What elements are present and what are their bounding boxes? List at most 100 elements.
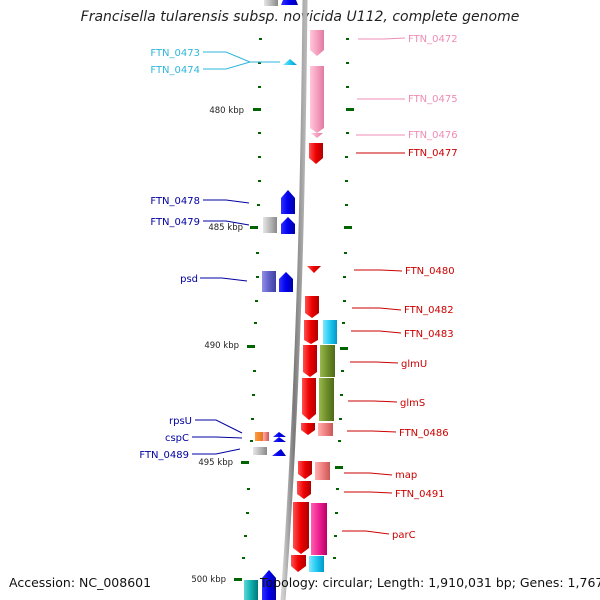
tick [247,345,255,348]
tick [242,557,245,559]
tick [335,512,338,514]
label-ftn-0476: FTN_0476 [408,130,458,141]
gene-feature [263,432,269,441]
leader-ftn-0483 [351,330,402,334]
tick [345,204,348,206]
leader-glms [348,400,398,403]
gene-feature [311,503,327,555]
gene-ftn-0491 [297,481,311,499]
leader-ftn-0491 [344,491,393,494]
gene-cspc [273,432,286,437]
tick [247,488,250,490]
tick [344,252,347,254]
gene-glmu [303,345,317,377]
map-title: Francisella tularensis subsp. novicida U… [80,9,520,25]
leader-cspc [192,436,243,439]
gene-psd [262,271,276,292]
tick [251,418,254,420]
leader-ftn-0473 [203,51,251,63]
tick [252,394,255,396]
label-ftn-0472: FTN_0472 [408,34,458,45]
label-ftn-0477: FTN_0477 [408,148,458,159]
ruler-labels: 480 kbp 485 kbp 490 kbp 495 kbp 500 kbp [191,106,244,585]
leader-parc [342,530,390,535]
tick [346,108,354,111]
leader-map [344,472,393,476]
tick [253,108,261,111]
label-ftn-0483: FTN_0483 [404,329,454,340]
label-psd: psd [180,274,198,285]
gene-ftn-0477 [309,143,323,164]
gene-feature [272,449,286,456]
tick [259,38,262,40]
tick [334,535,337,537]
label-ftn-0482: FTN_0482 [404,305,454,316]
left-labels: FTN_0473 FTN_0474 FTN_0478 FTN_0479 psd … [139,48,200,461]
gene-feature [304,320,318,344]
gene-ftn-0489 [253,447,267,455]
label-ftn-0479: FTN_0479 [150,217,200,228]
label-glmu: glmU [401,359,427,370]
gene-feature [315,462,330,480]
gene-feature [279,272,293,292]
tick [241,461,249,464]
label-ftn-0475: FTN_0475 [408,94,458,105]
ruler-label: 480 kbp [209,106,244,116]
tick [258,62,261,64]
gene-feature [281,0,298,5]
leader-rpsu [195,419,243,434]
tick [341,370,344,372]
gene-ftn-0475 [310,66,324,133]
gene-feature [291,555,306,572]
tick [258,132,261,134]
tick [253,370,256,372]
tick [257,204,260,206]
tick [254,322,257,324]
accession-text: Accession: NC_008601 [9,575,152,590]
tick [344,226,352,229]
label-ftn-0478: FTN_0478 [150,196,200,207]
leader-glmu [350,361,399,364]
gene-feature [264,0,278,6]
tick [336,488,339,490]
tick [250,440,253,442]
gene-feature [301,423,315,435]
leader-ftn-0472 [358,37,406,40]
gene-feature [273,437,286,442]
label-ftn-0474: FTN_0474 [150,65,200,76]
tick [258,180,261,182]
label-cspc: cspC [165,433,189,444]
gene-ftn-0480 [307,266,321,273]
tick [346,132,349,134]
ruler-label: 485 kbp [208,223,243,233]
leader-ftn-0474 [203,61,251,70]
tick [335,466,343,469]
tick [244,535,247,537]
tick [256,276,259,278]
tick [234,578,242,581]
label-ftn-0489: FTN_0489 [139,450,189,461]
tick [340,394,343,396]
gene-feature [281,217,295,234]
gene-feature [302,378,316,420]
label-parc: parC [392,530,416,541]
tick [246,512,249,514]
gene-ftn-0479 [263,217,277,233]
right-labels: FTN_0472 FTN_0475 FTN_0476 FTN_0477 FTN_… [392,34,458,541]
tick [338,440,341,442]
tick [258,86,261,88]
tick [256,252,259,254]
gene-ftn-0483 [323,320,337,344]
leader-ftn-0489 [192,448,241,455]
tick [340,347,348,350]
gene-glms [319,378,334,421]
leader-ftn-0482 [352,307,402,311]
gene-feature [244,580,258,600]
label-map: map [395,470,417,481]
tick [339,418,342,420]
gene-ftn-0486 [318,423,333,436]
gene-feature [309,556,324,572]
tick [345,156,348,158]
tick [342,322,345,324]
